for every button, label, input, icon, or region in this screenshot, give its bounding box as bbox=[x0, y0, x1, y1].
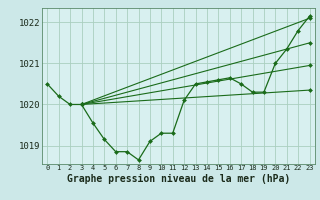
X-axis label: Graphe pression niveau de la mer (hPa): Graphe pression niveau de la mer (hPa) bbox=[67, 174, 290, 184]
